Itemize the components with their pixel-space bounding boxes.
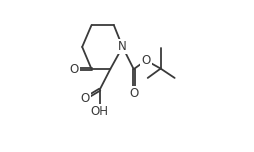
Text: O: O [141,54,151,67]
Text: O: O [81,92,90,105]
Text: OH: OH [91,105,109,118]
Text: O: O [129,87,138,100]
Text: O: O [69,63,79,76]
Text: N: N [118,40,127,53]
